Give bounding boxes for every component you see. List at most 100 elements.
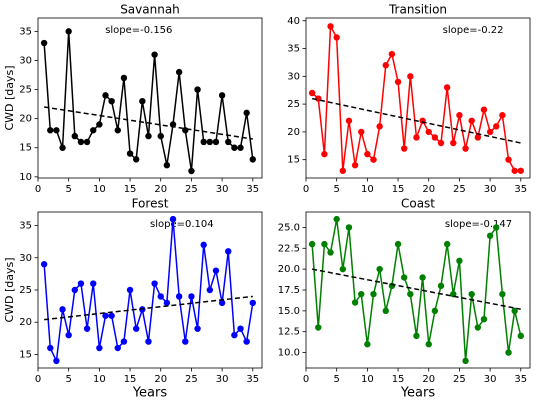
data-point	[327, 249, 334, 256]
x-tick-label: 10	[361, 374, 374, 385]
data-point	[437, 139, 445, 147]
y-tick-label: 25	[19, 285, 32, 296]
trend-line	[311, 268, 521, 310]
data-point	[400, 145, 408, 152]
data-point	[462, 357, 469, 365]
x-tick-label: 10	[93, 374, 106, 385]
data-point	[114, 344, 121, 352]
data-line	[311, 23, 521, 172]
y-tick-label: 20	[19, 114, 32, 125]
data-point	[249, 299, 256, 307]
x-tick-label: 10	[93, 184, 106, 195]
data-point	[327, 23, 334, 30]
data-point	[376, 265, 383, 273]
data-point	[96, 344, 103, 352]
data-point	[145, 132, 152, 140]
y-tick-label: 25.0	[278, 222, 300, 233]
data-point	[407, 290, 414, 298]
slope-annotation: slope=-0.156	[105, 25, 172, 36]
data-point	[206, 138, 214, 146]
data-point	[400, 274, 408, 281]
data-point	[376, 123, 383, 130]
data-point	[237, 144, 244, 151]
data-point	[53, 357, 60, 365]
x-tick-label: 30	[216, 184, 229, 195]
data-point	[419, 274, 426, 281]
data-point	[77, 138, 85, 146]
data-point	[200, 138, 207, 146]
data-point	[351, 299, 359, 306]
y-tick-label: 30	[19, 55, 32, 66]
data-point	[474, 324, 482, 331]
y-tick-label: 15	[19, 349, 32, 360]
data-point	[382, 307, 389, 315]
trend-line	[311, 97, 521, 144]
data-point	[480, 106, 488, 113]
y-axis-label: CWD [days]	[3, 257, 16, 322]
data-point	[120, 74, 128, 82]
x-tick-label: 15	[124, 184, 137, 195]
x-tick-label: 20	[154, 374, 167, 385]
data-point	[407, 73, 414, 80]
data-point	[108, 98, 115, 105]
data-point	[206, 286, 214, 294]
y-tick-label: 15	[19, 143, 32, 154]
data-point	[231, 331, 238, 339]
data-point	[77, 280, 85, 287]
data-point	[59, 144, 66, 151]
data-point	[218, 92, 226, 99]
y-tick-label: 35	[287, 44, 300, 55]
slope-annotation: slope=0.104	[150, 219, 214, 230]
data-point	[443, 84, 451, 91]
data-point	[351, 162, 359, 169]
data-point	[126, 150, 134, 157]
y-tick-label: 20.0	[278, 264, 300, 275]
y-tick-label: 10.0	[278, 348, 300, 359]
x-tick-label: 35	[246, 374, 259, 385]
data-point	[120, 338, 128, 345]
data-point	[364, 341, 371, 348]
data-point	[194, 325, 201, 332]
data-point	[83, 325, 91, 332]
x-tick-label: 20	[422, 374, 435, 385]
data-point	[431, 307, 439, 315]
data-point	[517, 167, 524, 174]
data-point	[450, 139, 457, 147]
data-point	[456, 257, 463, 265]
data-point	[182, 338, 189, 345]
data-point	[47, 344, 54, 352]
y-tick-label: 17.5	[278, 285, 300, 296]
data-point	[225, 138, 232, 146]
data-point	[468, 290, 475, 298]
data-point	[71, 132, 79, 140]
data-point	[139, 98, 146, 105]
x-tick-label: 20	[154, 184, 167, 195]
y-tick-label: 30	[19, 253, 32, 264]
data-point	[59, 306, 66, 313]
x-tick-label: 0	[303, 184, 309, 195]
data-point	[40, 261, 48, 268]
data-point	[358, 128, 365, 136]
data-point	[456, 112, 463, 119]
data-point	[511, 307, 518, 315]
plot-frame	[305, 17, 531, 179]
data-point	[370, 290, 377, 298]
data-point	[493, 123, 500, 130]
data-point	[425, 341, 432, 348]
y-tick-label: 25	[287, 99, 300, 110]
data-point	[345, 117, 353, 124]
slope-annotation: slope=-0.22	[443, 25, 504, 36]
data-point	[65, 28, 72, 35]
data-point	[425, 128, 432, 136]
data-point	[169, 215, 177, 223]
y-tick-label: 15.0	[278, 306, 300, 317]
data-point	[474, 134, 482, 141]
data-point	[194, 86, 201, 93]
data-point	[505, 156, 512, 163]
panel-title: Transition	[388, 3, 447, 17]
data-point	[237, 325, 244, 332]
data-point	[339, 167, 347, 174]
data-point	[249, 156, 256, 163]
y-tick-label: 40	[287, 16, 300, 27]
